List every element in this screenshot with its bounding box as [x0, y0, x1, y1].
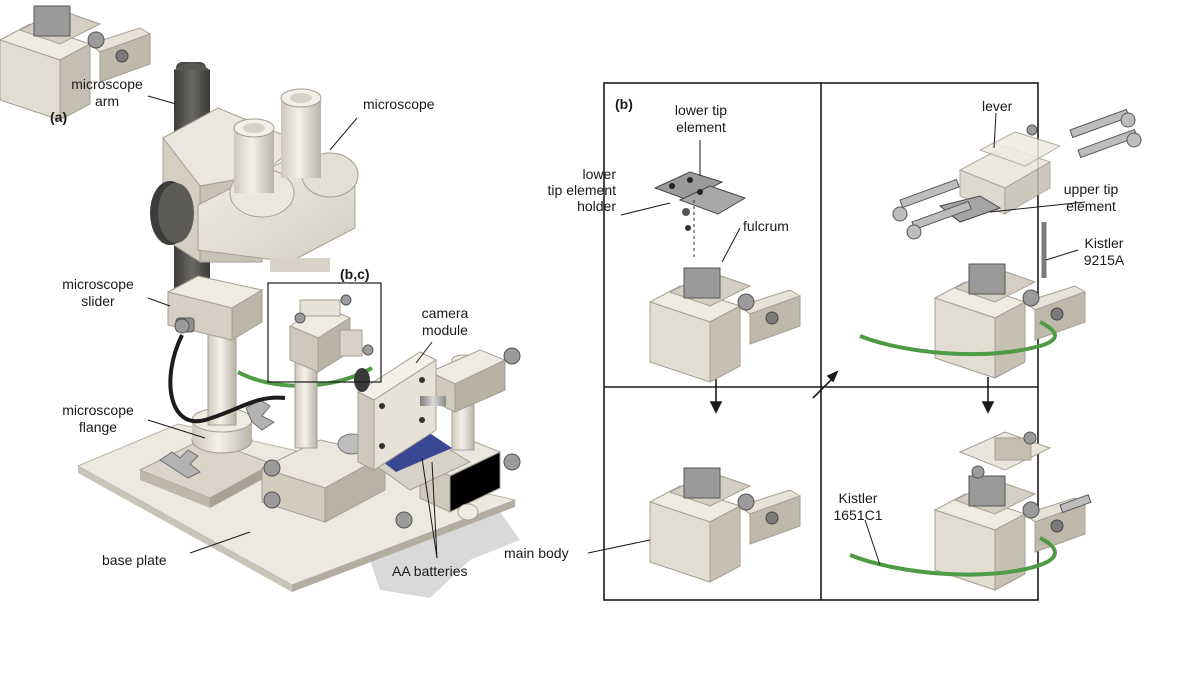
q2-lever-assembly	[859, 108, 1142, 357]
microscope-flange-label: microscope flange	[62, 402, 134, 435]
q1-lower-tip-element	[653, 171, 747, 260]
q4-lever-assembly	[849, 431, 1092, 577]
q2-main-body	[934, 263, 1086, 379]
green-cable-q4	[849, 536, 1057, 577]
panel-b-tag: (b)	[615, 96, 633, 112]
lower-tip-element-holder-label: lower tip element holder	[547, 166, 617, 214]
microscope-arm-label: microscope arm	[71, 76, 143, 109]
inset-box	[267, 282, 382, 383]
main-body-label: main body	[504, 545, 569, 561]
lower-tip-element-label: lower tip element	[674, 102, 728, 135]
lever-label: lever	[982, 98, 1013, 114]
panel-b-arrows	[709, 370, 995, 414]
aa-batteries-label: AA batteries	[392, 563, 468, 579]
black-cable	[168, 334, 286, 424]
kistler-1651c1-label: Kistler 1651C1	[833, 490, 883, 523]
upper-tip-element-label: upper tip element	[1063, 181, 1119, 214]
panel-a-leaders	[147, 95, 438, 559]
green-cable-q2	[859, 320, 1057, 357]
camera-module-label: camera module	[421, 305, 469, 338]
panel-b-frame	[603, 82, 1039, 601]
microscope-slider	[166, 275, 264, 341]
q1-main-body	[649, 267, 801, 383]
inset-mechanism	[288, 294, 374, 373]
camera-module	[354, 351, 446, 471]
base-plate-label: base plate	[102, 552, 167, 568]
fulcrum-label: fulcrum	[743, 218, 789, 234]
inset-tag: (b,c)	[340, 266, 370, 282]
kistler-9215a-label: Kistler 9215A	[1083, 235, 1125, 268]
panel-a-illustration	[76, 62, 521, 598]
main-body-part	[0, 5, 152, 121]
microscope-body	[150, 88, 359, 272]
microscope-label: microscope	[363, 96, 435, 112]
microscope-slider-label: microscope slider	[62, 276, 134, 309]
q3-main-body	[649, 467, 801, 583]
panel-a-tag: (a)	[50, 109, 68, 125]
panel-b-leaders	[587, 112, 1086, 566]
